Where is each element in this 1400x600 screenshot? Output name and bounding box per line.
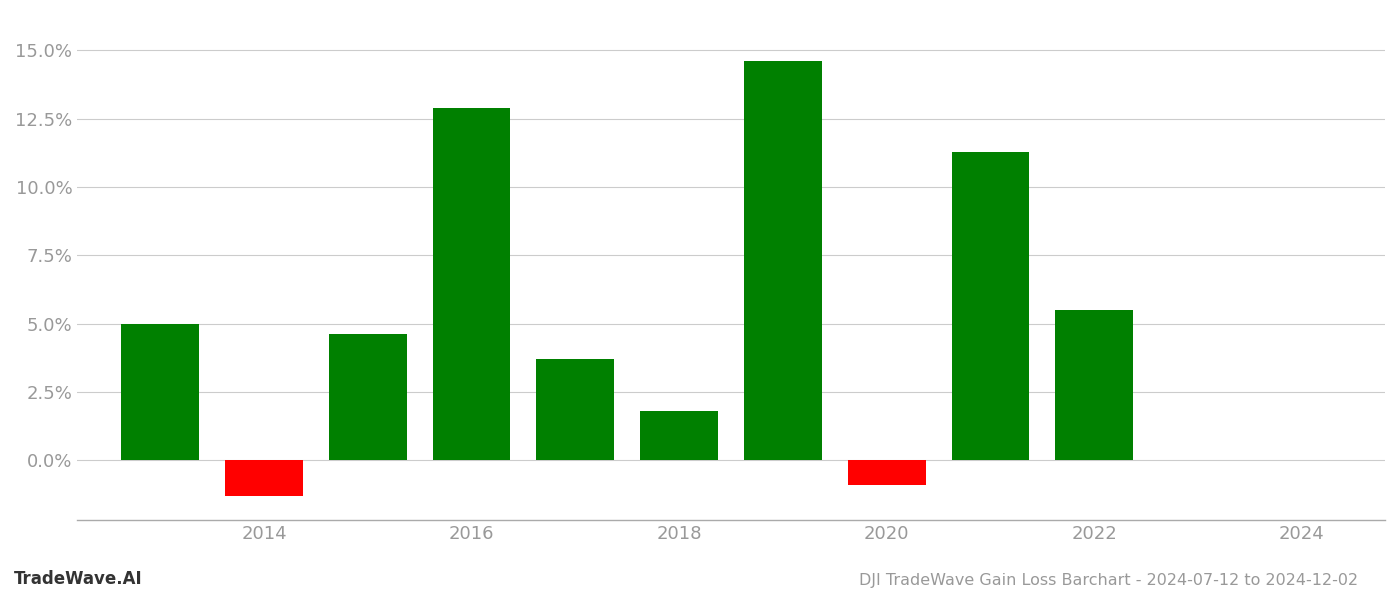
Bar (433, 108, 511, 460)
Text: TradeWave.AI: TradeWave.AI (14, 570, 143, 588)
Bar (536, 359, 615, 460)
Bar (1056, 310, 1133, 460)
Bar (848, 460, 925, 485)
Bar (225, 460, 302, 496)
Bar (329, 334, 406, 460)
Bar (952, 152, 1029, 460)
Bar (122, 323, 199, 460)
Text: DJI TradeWave Gain Loss Barchart - 2024-07-12 to 2024-12-02: DJI TradeWave Gain Loss Barchart - 2024-… (858, 573, 1358, 588)
Bar (640, 411, 718, 460)
Bar (743, 61, 822, 460)
